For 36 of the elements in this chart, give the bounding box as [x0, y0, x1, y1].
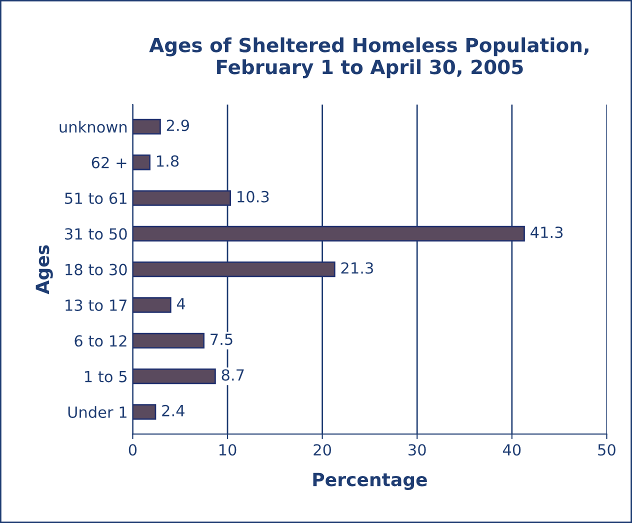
x-tick-label: 50 — [598, 444, 616, 456]
data-label: 4 — [176, 298, 186, 310]
bar — [132, 226, 525, 242]
y-tick-label: 31 to 50 — [65, 228, 127, 240]
x-tick-label: 30 — [408, 444, 426, 456]
data-label: 2.4 — [162, 404, 184, 416]
data-label: 41.3 — [530, 226, 563, 238]
x-tick-label: 20 — [314, 444, 332, 456]
y-axis-title: Ages — [36, 245, 53, 294]
y-tick-label: 51 to 61 — [65, 192, 126, 204]
data-label: 7.5 — [210, 334, 232, 346]
bar — [132, 332, 205, 348]
y-tick-label: 13 to 17 — [66, 299, 127, 312]
data-label: 8.7 — [222, 369, 244, 381]
bar — [132, 190, 232, 206]
data-label: 21.3 — [341, 262, 373, 274]
x-axis-title: Percentage — [313, 472, 427, 490]
bar — [132, 368, 216, 384]
data-label: 10.3 — [238, 190, 269, 202]
bar — [132, 297, 172, 313]
x-tick-label: 10 — [219, 444, 236, 456]
x-tick-label: 40 — [502, 444, 521, 456]
y-tick-label: 6 to 12 — [74, 335, 126, 347]
y-tick-label: 18 to 30 — [66, 264, 127, 276]
bar — [132, 404, 156, 420]
data-label: 1.8 — [157, 155, 179, 167]
y-tick-label: unknown — [60, 120, 127, 133]
x-tick-label: 0 — [128, 444, 137, 456]
bar — [132, 154, 150, 170]
data-label: 2.9 — [166, 120, 189, 132]
y-tick-label: 62 + — [92, 156, 126, 168]
chart-title: Ages of Sheltered Homeless Population, February 1 to April 30, 2005 — [149, 37, 588, 78]
y-tick-label: Under 1 — [68, 406, 126, 418]
bar — [132, 262, 336, 278]
y-tick-label: 1 to 5 — [85, 370, 127, 382]
bar — [132, 118, 161, 135]
